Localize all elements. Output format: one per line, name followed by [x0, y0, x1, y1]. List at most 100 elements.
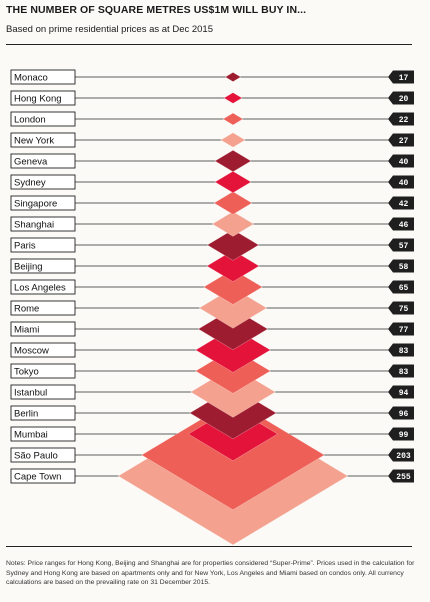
value-tag-moscow [388, 343, 414, 357]
city-label-box-s-o-paulo [10, 447, 76, 463]
value-label-hong-kong: 20 [399, 95, 409, 104]
city-label-box-hong-kong [10, 90, 76, 106]
city-label-tokyo: Tokyo [14, 367, 39, 378]
city-label-box-tokyo [10, 363, 76, 379]
city-label-box-istanbul [10, 384, 76, 400]
city-label-paris: Paris [14, 241, 36, 252]
city-label-box-los-angeles [10, 279, 76, 295]
value-tag-paris [388, 238, 414, 252]
chart-notes: Notes: Price ranges for Hong Kong, Beiji… [6, 560, 415, 587]
value-tag-s-o-paulo [388, 448, 414, 462]
value-tag-tokyo [388, 364, 414, 378]
value-tag-los-angeles [388, 280, 414, 294]
city-label-box-rome [10, 300, 76, 316]
diamond-paris [206, 229, 260, 261]
diamond-hong-kong [223, 92, 243, 104]
city-label-box-monaco [10, 69, 76, 85]
city-label-hong-kong: Hong Kong [14, 94, 62, 105]
value-label-miami: 77 [399, 326, 409, 335]
city-label-beijing: Beijing [14, 262, 43, 273]
value-label-moscow: 83 [399, 347, 409, 356]
chart-title: THE NUMBER OF SQUARE METRES US$1M WILL B… [6, 4, 307, 16]
value-tag-mumbai [388, 427, 414, 441]
value-tag-geneva [388, 154, 414, 168]
city-label-box-geneva [10, 153, 76, 169]
city-label-geneva: Geneva [14, 157, 48, 168]
value-tag-shanghai [388, 217, 414, 231]
value-tag-cape-town [388, 469, 414, 483]
value-label-beijing: 58 [399, 263, 409, 272]
value-label-paris: 57 [399, 242, 409, 251]
city-label-box-london [10, 111, 76, 127]
diamond-new-york [220, 132, 246, 148]
value-label-new-york: 27 [399, 137, 409, 146]
city-label-box-beijing [10, 258, 76, 274]
diamond-beijing [206, 249, 260, 283]
city-label-box-new-york [10, 132, 76, 148]
value-tag-singapore [388, 196, 414, 210]
value-label-shanghai: 46 [399, 221, 409, 230]
diamond-layer [117, 72, 349, 546]
city-label-istanbul: Istanbul [14, 388, 47, 399]
value-label-los-angeles: 65 [399, 284, 409, 293]
value-label-cape-town: 255 [396, 473, 411, 482]
value-tag-istanbul [388, 385, 414, 399]
value-tag-hong-kong [388, 91, 414, 105]
city-label-s-o-paulo: São Paulo [14, 451, 58, 462]
value-label-s-o-paulo: 203 [396, 452, 411, 461]
city-label-box-miami [10, 321, 76, 337]
city-label-box-mumbai [10, 426, 76, 442]
bottom-rule [6, 546, 412, 547]
value-tag-rome [388, 301, 414, 315]
city-label-box-sydney [10, 174, 76, 190]
city-label-box-cape-town [10, 468, 76, 484]
value-tag-miami [388, 322, 414, 336]
city-label-miami: Miami [14, 325, 39, 336]
diamond-monaco [224, 72, 242, 82]
diamond-london [222, 112, 244, 126]
diamond-singapore [213, 191, 253, 215]
top-rule [6, 44, 412, 45]
city-label-singapore: Singapore [14, 199, 57, 210]
value-tag-berlin [388, 406, 414, 420]
city-label-box-berlin [10, 405, 76, 421]
value-label-mumbai: 99 [399, 431, 409, 440]
diamond-los-angeles [203, 269, 263, 305]
value-label-sydney: 40 [399, 179, 409, 188]
city-label-monaco: Monaco [14, 73, 48, 84]
pyramid-chart: Monaco 17 Hong Kong 20 London 22 New York 27 Gen… [10, 69, 414, 546]
city-label-new-york: New York [14, 136, 54, 147]
value-tag-london [388, 112, 414, 126]
city-label-moscow: Moscow [14, 346, 49, 357]
city-label-cape-town: Cape Town [14, 472, 61, 483]
city-label-sydney: Sydney [14, 178, 46, 189]
value-label-monaco: 17 [399, 74, 409, 83]
value-tag-monaco [388, 70, 414, 84]
value-label-tokyo: 83 [399, 368, 409, 377]
value-label-berlin: 96 [399, 410, 409, 419]
city-label-rome: Rome [14, 304, 39, 315]
value-tag-beijing [388, 259, 414, 273]
chart-subtitle: Based on prime residential prices as at … [6, 24, 214, 35]
diamond-geneva [214, 149, 252, 173]
city-label-shanghai: Shanghai [14, 220, 54, 231]
diamond-shanghai [211, 211, 255, 237]
diamond-moscow [195, 327, 271, 373]
value-label-london: 22 [399, 116, 409, 125]
value-label-istanbul: 94 [399, 389, 409, 398]
city-label-box-shanghai [10, 216, 76, 232]
city-label-london: London [14, 115, 46, 126]
city-label-mumbai: Mumbai [14, 430, 48, 441]
value-tag-new-york [388, 133, 414, 147]
value-label-singapore: 42 [399, 200, 409, 209]
diamond-miami [197, 307, 269, 351]
value-label-rome: 75 [399, 305, 409, 314]
city-label-berlin: Berlin [14, 409, 38, 420]
city-label-los-angeles: Los Angeles [14, 283, 66, 294]
label-layer: Monaco 17 Hong Kong 20 London 22 New York 27 Gen… [10, 69, 414, 484]
diamond-sydney [214, 170, 252, 194]
diamond-rome [198, 287, 268, 329]
value-tag-sydney [388, 175, 414, 189]
value-label-geneva: 40 [399, 158, 409, 167]
city-label-box-singapore [10, 195, 76, 211]
